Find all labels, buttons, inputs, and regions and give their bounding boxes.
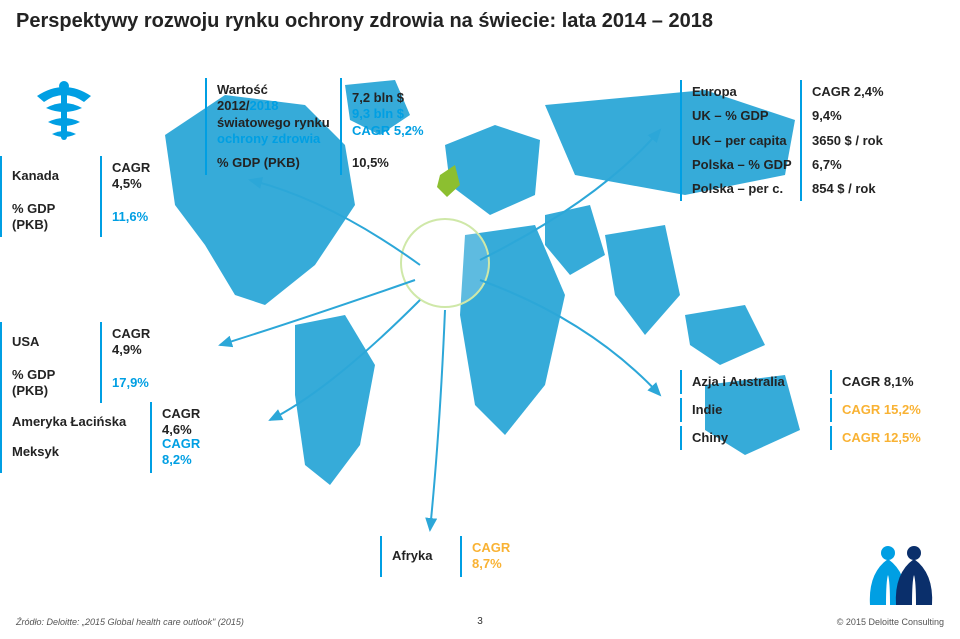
- footer-page-number: 3: [477, 616, 483, 627]
- afryka-box: AfrykaCAGR 8,7%: [380, 536, 551, 577]
- canada-r2-v: 11,6%: [101, 197, 191, 238]
- europe-r4-v: 6,7%: [801, 153, 901, 177]
- global-row1-key: Wartość 2012/2018światowego rynkuochrony…: [206, 78, 341, 151]
- global-row2-value: 10,5%: [341, 151, 476, 175]
- canada-r2-k: % GDP (PKB): [1, 197, 101, 238]
- global-row2-key: % GDP (PKB): [206, 151, 341, 175]
- europe-r1-v: CAGR 2,4%: [801, 80, 901, 104]
- people-logo-icon: [864, 539, 938, 609]
- footer-copyright: © 2015 Deloitte Consulting: [837, 617, 944, 627]
- chiny-v: CAGR 12,5%: [831, 426, 931, 450]
- canada-box: KanadaCAGR 4,5% % GDP (PKB)11,6%: [0, 156, 191, 237]
- footer-source: Źródło: Deloitte: „2015 Global health ca…: [16, 617, 244, 627]
- chiny-box: ChinyCAGR 12,5%: [680, 426, 931, 450]
- asia-box: Azja i AustraliaCAGR 8,1%: [680, 370, 931, 394]
- uk-highlight-circle: [400, 218, 490, 308]
- usa-r2-k: % GDP (PKB): [1, 363, 101, 404]
- usa-r2-v: 17,9%: [101, 363, 191, 404]
- europe-r1-k: Europa: [681, 80, 801, 104]
- global-market-box: Wartość 2012/2018światowego rynkuochrony…: [205, 78, 476, 175]
- usa-r1-v: CAGR 4,9%: [101, 322, 191, 363]
- usa-box: USACAGR 4,9% % GDP (PKB)17,9%: [0, 322, 191, 403]
- mexico-box: MeksykCAGR 8,2%: [0, 432, 241, 473]
- indie-k: Indie: [681, 398, 831, 422]
- usa-r1-k: USA: [1, 322, 101, 363]
- europe-r2-k: UK – % GDP: [681, 104, 801, 128]
- europe-r5-v: 854 $ / rok: [801, 177, 901, 201]
- afryka-k: Afryka: [381, 536, 461, 577]
- mexico-k: Meksyk: [1, 432, 151, 473]
- europe-r4-k: Polska – % GDP: [681, 153, 801, 177]
- europe-r3-v: 3650 $ / rok: [801, 129, 901, 153]
- global-row1-value: 7,2 bln $9,3 bln $CAGR 5,2%: [341, 78, 476, 151]
- asia-k: Azja i Australia: [681, 370, 831, 394]
- chiny-k: Chiny: [681, 426, 831, 450]
- indie-box: IndieCAGR 15,2%: [680, 398, 931, 422]
- europe-box: EuropaCAGR 2,4% UK – % GDP9,4% UK – per …: [680, 80, 901, 201]
- asia-v: CAGR 8,1%: [831, 370, 931, 394]
- canada-r1-k: Kanada: [1, 156, 101, 197]
- mexico-v: CAGR 8,2%: [151, 432, 241, 473]
- europe-r5-k: Polska – per c.: [681, 177, 801, 201]
- indie-v: CAGR 15,2%: [831, 398, 931, 422]
- europe-r3-k: UK – per capita: [681, 129, 801, 153]
- canada-r1-v: CAGR 4,5%: [101, 156, 191, 197]
- page-title: Perspektywy rozwoju rynku ochrony zdrowi…: [16, 10, 713, 33]
- afryka-v: CAGR 8,7%: [461, 536, 551, 577]
- europe-r2-v: 9,4%: [801, 104, 901, 128]
- caduceus-icon: [30, 78, 98, 158]
